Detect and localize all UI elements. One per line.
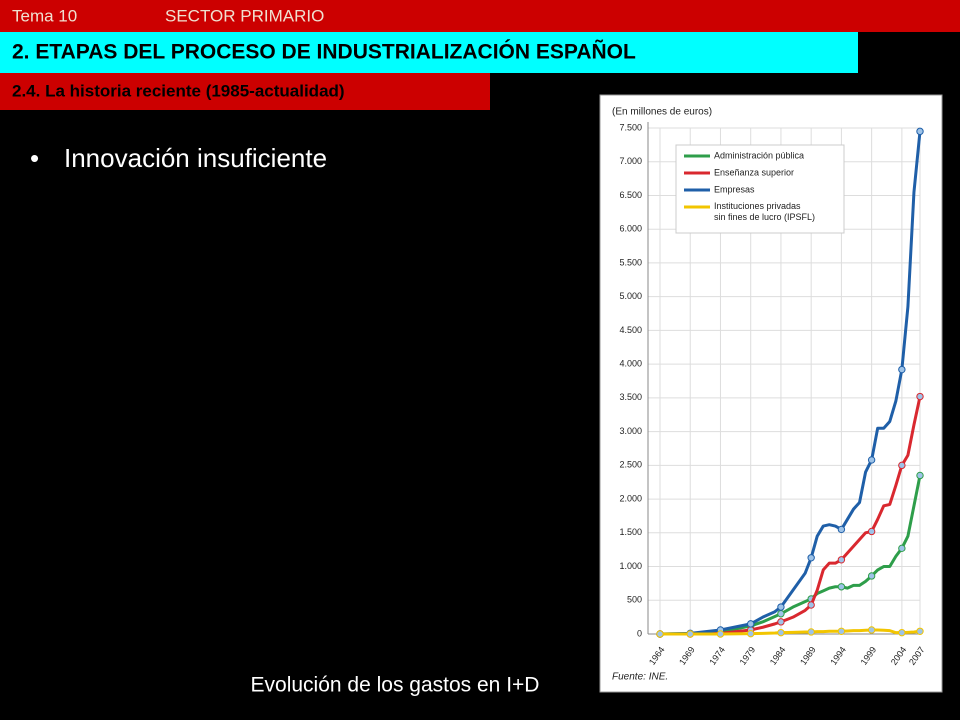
point-marker: [867, 456, 876, 464]
subsection: 2.4. La historia reciente (1985-actualid…: [12, 81, 345, 100]
y-tick-label: 5.500: [619, 257, 642, 267]
point-marker: [916, 127, 924, 136]
point-marker: [686, 630, 694, 638]
y-tick-label: 1.500: [619, 527, 642, 537]
point-marker: [898, 461, 906, 470]
point-marker: [837, 627, 846, 636]
point-marker: [807, 601, 815, 609]
point-marker: [807, 628, 815, 636]
point-marker: [837, 556, 846, 564]
point-marker: [746, 620, 755, 628]
section-bar: [0, 32, 858, 73]
sector: SECTOR PRIMARIO: [165, 6, 324, 25]
point-marker: [777, 618, 785, 626]
y-tick-label: 2.500: [619, 460, 642, 470]
caption: Evolución de los gastos en I+D: [251, 674, 540, 697]
section: 2. ETAPAS DEL PROCESO DE INDUSTRIALIZACI…: [12, 40, 636, 64]
y-tick-label: 2.000: [619, 493, 642, 503]
y-tick-label: 3.500: [619, 392, 642, 402]
point-marker: [898, 628, 906, 637]
y-tick-label: 4.500: [619, 325, 642, 335]
legend-label: Instituciones privadas sin fines de lucro…: [714, 201, 815, 222]
point-marker: [777, 610, 785, 618]
y-tick-label: 6.500: [619, 190, 642, 200]
legend-label: Administración pública: [714, 150, 804, 160]
bullet-dot: •: [30, 143, 39, 173]
source: Fuente: INE.: [612, 672, 668, 683]
topic: Tema 10: [12, 6, 77, 25]
point-marker: [916, 392, 924, 401]
point-marker: [837, 525, 846, 534]
top-bar: [0, 0, 960, 32]
y-tick-label: 5.000: [619, 291, 642, 301]
y-tick-label: 1.000: [619, 561, 642, 571]
point-marker: [898, 365, 906, 374]
legend-label: Empresas: [714, 184, 755, 194]
y-tick-label: 7.500: [619, 122, 642, 132]
legend-label: Enseñanza superior: [714, 167, 794, 177]
y-tick-label: 3.000: [619, 426, 642, 436]
point-marker: [746, 629, 755, 638]
y-tick-label: 7.000: [619, 156, 642, 166]
y-tick-label: 6.000: [619, 224, 642, 234]
point-marker: [807, 554, 815, 562]
y-tick-label: 0: [637, 628, 642, 638]
point-marker: [867, 626, 876, 634]
point-marker: [867, 572, 876, 580]
point-marker: [867, 527, 876, 536]
point-marker: [656, 630, 664, 638]
point-marker: [916, 627, 924, 636]
y-axis-label: (En millones de euros): [612, 107, 712, 118]
point-marker: [716, 630, 725, 638]
point-marker: [777, 628, 785, 637]
point-marker: [898, 544, 906, 553]
point-marker: [837, 583, 846, 591]
point-marker: [777, 603, 785, 611]
bullet: Innovación insuficiente: [64, 143, 327, 173]
y-tick-label: 500: [627, 595, 642, 605]
y-tick-label: 4.000: [619, 359, 642, 369]
point-marker: [916, 471, 924, 480]
subsection-bar: [0, 73, 490, 110]
